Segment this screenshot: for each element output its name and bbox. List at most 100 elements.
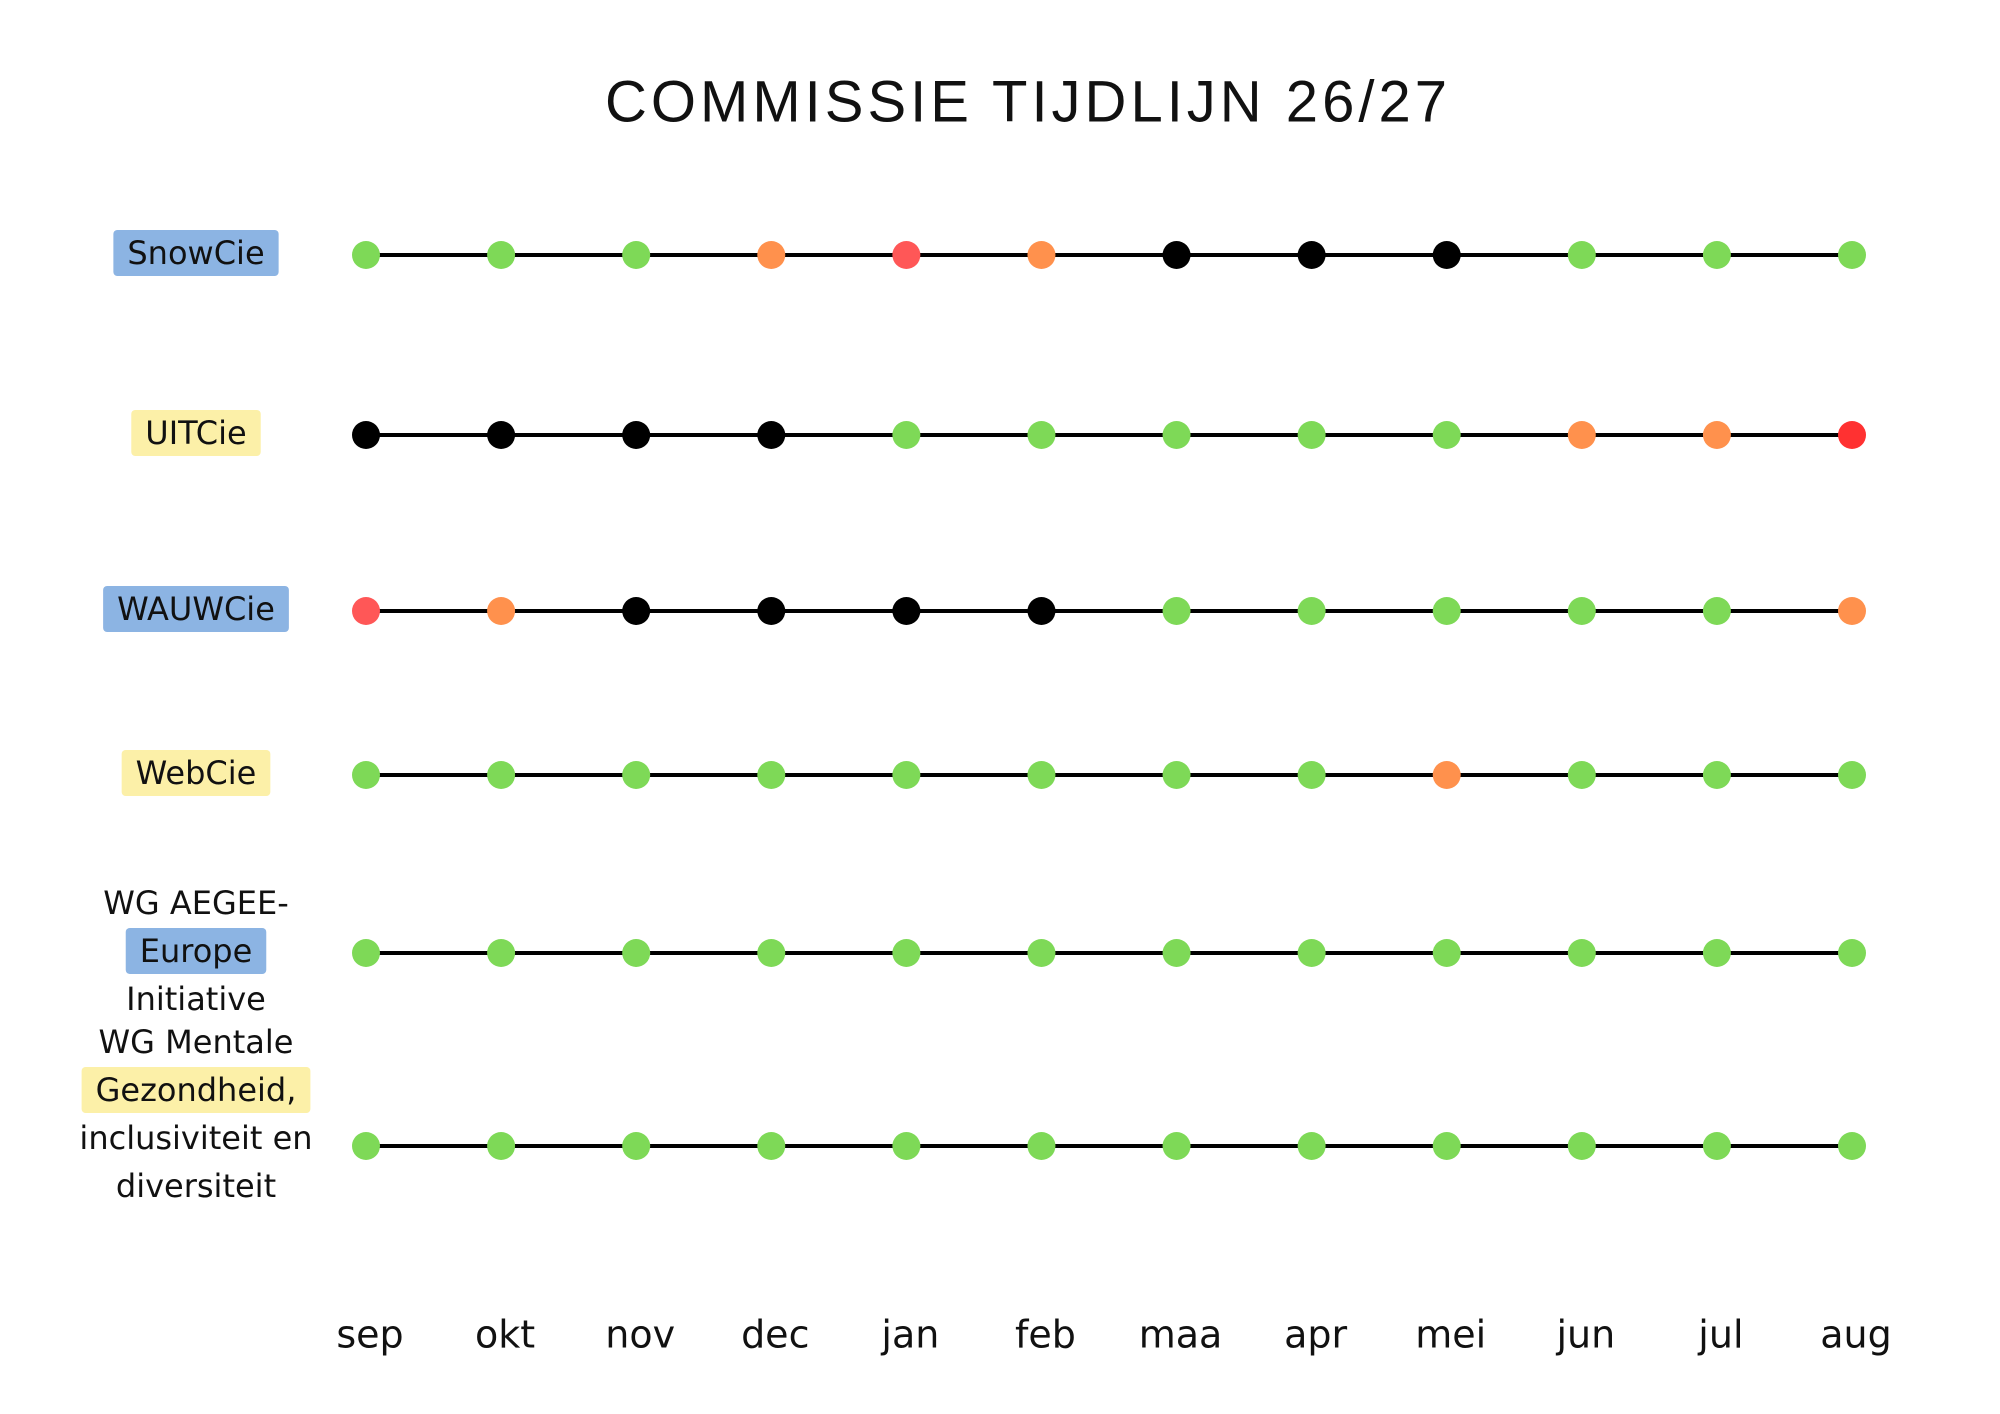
status-dot	[1702, 939, 1731, 967]
status-dot	[892, 1132, 921, 1160]
status-dot	[487, 939, 516, 967]
month-label: dec	[741, 1313, 809, 1357]
status-dot	[1702, 421, 1731, 449]
status-dot	[1162, 761, 1191, 789]
row-label: WG Mentale Gezondheid, inclusiviteit en div…	[79, 1023, 312, 1205]
label-highlight	[113, 230, 279, 276]
label-line: diversiteit	[116, 1167, 276, 1205]
status-dot	[757, 761, 786, 789]
status-dot	[1567, 241, 1596, 269]
status-dot	[1162, 597, 1191, 625]
status-dot	[1162, 939, 1191, 967]
month-label: jan	[880, 1313, 939, 1357]
status-dot	[757, 939, 786, 967]
status-dot	[1432, 241, 1461, 269]
status-dot	[352, 761, 380, 789]
status-dot	[1027, 939, 1056, 967]
status-dot	[1838, 597, 1866, 625]
label-line: SnowCie	[127, 234, 264, 272]
month-label: sep	[336, 1313, 403, 1357]
status-dot	[487, 241, 516, 269]
row-label: WAUWCie	[103, 586, 289, 632]
status-dot	[1702, 597, 1731, 625]
label-line: WebCie	[136, 754, 257, 792]
status-dot	[1567, 761, 1596, 789]
status-dot	[1162, 1132, 1191, 1160]
month-label: okt	[475, 1313, 535, 1357]
status-dot	[1027, 421, 1056, 449]
label-highlight	[125, 928, 267, 974]
status-dot	[1432, 1132, 1461, 1160]
row-label: WG AEGEE- Europe Initiative	[103, 884, 289, 1018]
month-label: aug	[1820, 1313, 1892, 1357]
month-label: jul	[1697, 1313, 1743, 1357]
status-dot	[1702, 241, 1731, 269]
status-dot	[1432, 939, 1461, 967]
row-label: SnowCie	[113, 230, 279, 276]
label-highlight	[131, 410, 261, 456]
status-dot	[352, 241, 380, 269]
label-line: Gezondheid,	[96, 1071, 297, 1109]
status-dot	[1838, 761, 1866, 789]
status-dot	[892, 241, 921, 269]
label-highlight	[81, 1067, 311, 1113]
status-dot	[352, 597, 380, 625]
status-dot	[1702, 761, 1731, 789]
status-dot	[1027, 241, 1056, 269]
status-dot	[1297, 241, 1326, 269]
status-dot	[622, 421, 651, 449]
row-label: UITCie	[131, 410, 261, 456]
status-dot	[1162, 241, 1191, 269]
month-label: maa	[1139, 1313, 1223, 1357]
status-dot	[1297, 761, 1326, 789]
status-dot	[1702, 1132, 1731, 1160]
status-dot	[1027, 597, 1056, 625]
status-dot	[1838, 241, 1866, 269]
row-label: WebCie	[121, 750, 271, 796]
label-highlight	[103, 586, 289, 632]
status-dot	[1027, 761, 1056, 789]
month-label: jun	[1555, 1313, 1615, 1357]
status-dot	[892, 597, 921, 625]
status-dot	[1297, 597, 1326, 625]
status-dot	[757, 1132, 786, 1160]
status-dot	[1027, 1132, 1056, 1160]
status-dot	[1838, 939, 1866, 967]
label-line: WG AEGEE-	[103, 884, 289, 922]
status-dot	[1567, 421, 1596, 449]
label-line: WG Mentale	[99, 1023, 294, 1061]
status-dot	[1162, 421, 1191, 449]
status-dot	[1432, 597, 1461, 625]
label-line: WAUWCie	[117, 590, 275, 628]
status-dot	[622, 241, 651, 269]
month-label: feb	[1015, 1313, 1076, 1357]
month-label: apr	[1284, 1313, 1347, 1357]
status-dot	[622, 939, 651, 967]
status-dot	[1567, 1132, 1596, 1160]
status-dot	[1432, 421, 1461, 449]
status-dot	[487, 597, 516, 625]
status-dot	[757, 597, 786, 625]
status-dot	[1297, 939, 1326, 967]
status-dot	[892, 421, 921, 449]
status-dot	[757, 421, 786, 449]
status-dot	[352, 1132, 380, 1160]
status-dot	[352, 939, 380, 967]
status-dot	[1297, 421, 1326, 449]
month-label: mei	[1415, 1313, 1486, 1357]
status-dot	[1838, 1132, 1866, 1160]
status-dot	[1567, 939, 1596, 967]
month-label: nov	[605, 1313, 675, 1357]
status-dot	[1297, 1132, 1326, 1160]
status-dot	[622, 1132, 651, 1160]
label-highlight	[121, 750, 271, 796]
label-line: Initiative	[126, 980, 266, 1018]
status-dot	[487, 421, 516, 449]
status-dot	[622, 597, 651, 625]
label-line: UITCie	[145, 414, 246, 452]
status-dot	[1838, 421, 1866, 449]
title: COMMISSIE TIJDLIJN 26/27	[605, 69, 1451, 134]
status-dot	[622, 761, 651, 789]
